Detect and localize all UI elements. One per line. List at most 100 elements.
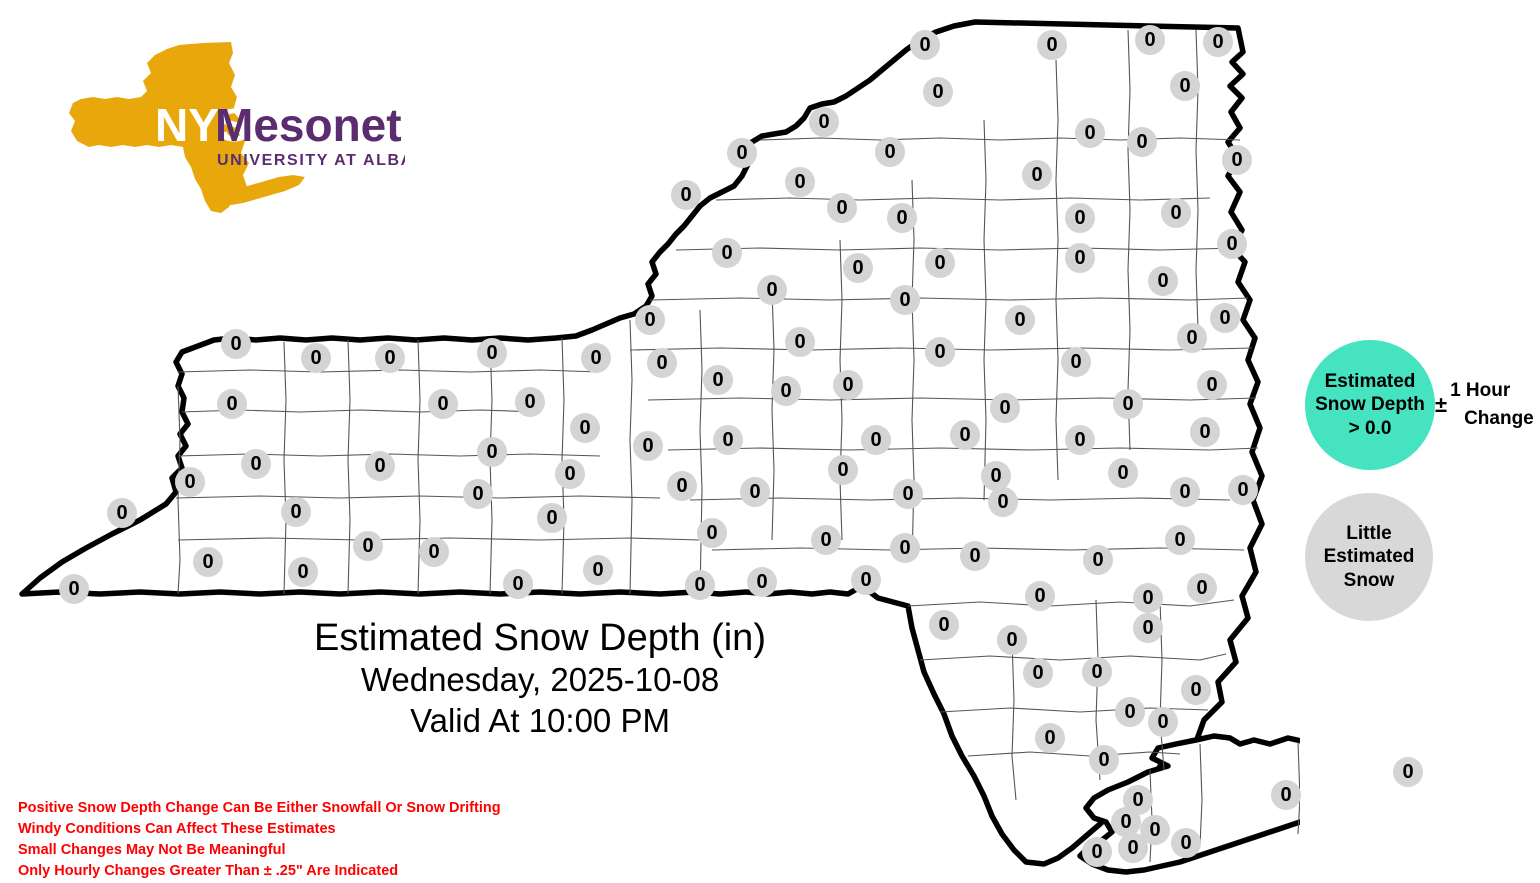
station-marker[interactable]: 0 — [697, 518, 727, 548]
station-marker[interactable]: 0 — [1170, 477, 1200, 507]
station-marker[interactable]: 0 — [843, 253, 873, 283]
station-marker[interactable]: 0 — [890, 533, 920, 563]
station-marker[interactable]: 0 — [950, 420, 980, 450]
station-marker[interactable]: 0 — [428, 389, 458, 419]
station-marker[interactable]: 0 — [1082, 657, 1112, 687]
station-marker[interactable]: 0 — [1197, 370, 1227, 400]
station-marker[interactable]: 0 — [988, 487, 1018, 517]
station-marker[interactable]: 0 — [740, 477, 770, 507]
station-marker[interactable]: 0 — [1035, 723, 1065, 753]
station-marker[interactable]: 0 — [1022, 160, 1052, 190]
station-marker[interactable]: 0 — [581, 343, 611, 373]
station-marker[interactable]: 0 — [1133, 583, 1163, 613]
station-marker[interactable]: 0 — [828, 455, 858, 485]
station-marker[interactable]: 0 — [929, 610, 959, 640]
station-marker[interactable]: 0 — [923, 77, 953, 107]
station-marker[interactable]: 0 — [477, 338, 507, 368]
station-marker[interactable]: 0 — [851, 565, 881, 595]
station-marker[interactable]: 0 — [925, 337, 955, 367]
station-marker[interactable]: 0 — [887, 203, 917, 233]
station-marker[interactable]: 0 — [890, 285, 920, 315]
station-marker[interactable]: 0 — [667, 471, 697, 501]
station-marker[interactable]: 0 — [107, 498, 137, 528]
station-marker[interactable]: 0 — [217, 389, 247, 419]
station-marker[interactable]: 0 — [1065, 243, 1095, 273]
station-marker[interactable]: 0 — [583, 555, 613, 585]
station-marker[interactable]: 0 — [833, 370, 863, 400]
station-marker[interactable]: 0 — [1190, 417, 1220, 447]
station-marker[interactable]: 0 — [1061, 347, 1091, 377]
station-marker[interactable]: 0 — [633, 431, 663, 461]
station-marker[interactable]: 0 — [1393, 757, 1423, 787]
station-marker[interactable]: 0 — [1115, 697, 1145, 727]
station-marker[interactable]: 0 — [671, 180, 701, 210]
station-marker[interactable]: 0 — [1037, 30, 1067, 60]
station-marker[interactable]: 0 — [827, 193, 857, 223]
station-marker[interactable]: 0 — [1075, 118, 1105, 148]
station-marker[interactable]: 0 — [281, 497, 311, 527]
station-marker[interactable]: 0 — [997, 625, 1027, 655]
station-marker[interactable]: 0 — [635, 305, 665, 335]
station-marker[interactable]: 0 — [1171, 828, 1201, 858]
station-marker[interactable]: 0 — [809, 107, 839, 137]
station-marker[interactable]: 0 — [1023, 658, 1053, 688]
station-marker[interactable]: 0 — [1271, 780, 1301, 810]
station-marker[interactable]: 0 — [1228, 475, 1258, 505]
station-marker[interactable]: 0 — [288, 557, 318, 587]
station-marker[interactable]: 0 — [1133, 613, 1163, 643]
station-marker[interactable]: 0 — [1108, 458, 1138, 488]
station-marker[interactable]: 0 — [1111, 807, 1141, 837]
station-marker[interactable]: 0 — [861, 425, 891, 455]
station-marker[interactable]: 0 — [503, 569, 533, 599]
station-marker[interactable]: 0 — [712, 238, 742, 268]
station-marker[interactable]: 0 — [537, 503, 567, 533]
station-marker[interactable]: 0 — [1170, 71, 1200, 101]
station-marker[interactable]: 0 — [1222, 145, 1252, 175]
station-marker[interactable]: 0 — [1181, 675, 1211, 705]
station-marker[interactable]: 0 — [685, 570, 715, 600]
station-marker[interactable]: 0 — [757, 275, 787, 305]
station-marker[interactable]: 0 — [981, 461, 1011, 491]
station-marker[interactable]: 0 — [647, 348, 677, 378]
station-marker[interactable]: 0 — [1127, 127, 1157, 157]
station-marker[interactable]: 0 — [477, 437, 507, 467]
station-marker[interactable]: 0 — [1113, 389, 1143, 419]
station-marker[interactable]: 0 — [221, 329, 251, 359]
station-marker[interactable]: 0 — [1217, 229, 1247, 259]
station-marker[interactable]: 0 — [785, 167, 815, 197]
station-marker[interactable]: 0 — [713, 425, 743, 455]
station-marker[interactable]: 0 — [365, 451, 395, 481]
station-marker[interactable]: 0 — [193, 547, 223, 577]
station-marker[interactable]: 0 — [1177, 323, 1207, 353]
station-marker[interactable]: 0 — [175, 467, 205, 497]
station-marker[interactable]: 0 — [570, 413, 600, 443]
station-marker[interactable]: 0 — [811, 525, 841, 555]
station-marker[interactable]: 0 — [515, 387, 545, 417]
station-marker[interactable]: 0 — [419, 537, 449, 567]
station-marker[interactable]: 0 — [990, 393, 1020, 423]
station-marker[interactable]: 0 — [1065, 425, 1095, 455]
station-marker[interactable]: 0 — [1210, 303, 1240, 333]
station-marker[interactable]: 0 — [59, 574, 89, 604]
station-marker[interactable]: 0 — [241, 449, 271, 479]
station-marker[interactable]: 0 — [555, 459, 585, 489]
station-marker[interactable]: 0 — [703, 365, 733, 395]
station-marker[interactable]: 0 — [1148, 266, 1178, 296]
station-marker[interactable]: 0 — [1083, 545, 1113, 575]
station-marker[interactable]: 0 — [747, 567, 777, 597]
station-marker[interactable]: 0 — [960, 541, 990, 571]
station-marker[interactable]: 0 — [1082, 837, 1112, 867]
station-marker[interactable]: 0 — [1065, 203, 1095, 233]
station-marker[interactable]: 0 — [875, 137, 905, 167]
station-marker[interactable]: 0 — [1203, 27, 1233, 57]
station-marker[interactable]: 0 — [771, 376, 801, 406]
station-marker[interactable]: 0 — [925, 248, 955, 278]
station-marker[interactable]: 0 — [893, 479, 923, 509]
station-marker[interactable]: 0 — [1148, 707, 1178, 737]
station-marker[interactable]: 0 — [1089, 745, 1119, 775]
station-marker[interactable]: 0 — [1187, 573, 1217, 603]
station-marker[interactable]: 0 — [1135, 25, 1165, 55]
station-marker[interactable]: 0 — [785, 327, 815, 357]
station-marker[interactable]: 0 — [301, 343, 331, 373]
station-marker[interactable]: 0 — [375, 343, 405, 373]
